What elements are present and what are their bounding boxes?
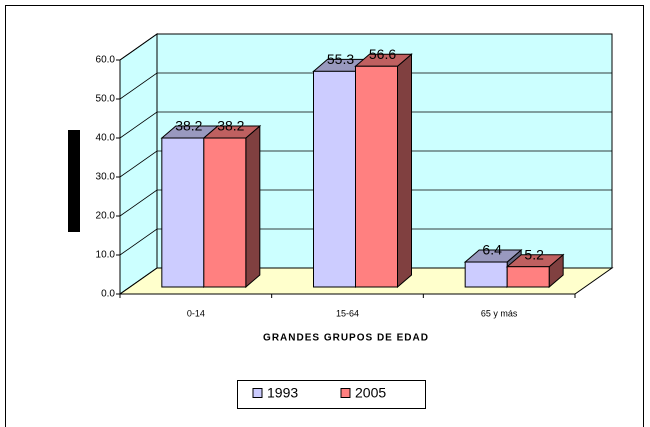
- legend-entries: 1993 2005: [252, 385, 386, 401]
- value-label: 6.4: [482, 242, 502, 258]
- grid-line: [119, 72, 612, 100]
- y-tick-label: 60.0: [96, 55, 116, 66]
- value-label: 5.2: [524, 246, 544, 262]
- x-tick-label: 0-14: [187, 308, 205, 318]
- value-label: 55.3: [327, 51, 354, 67]
- legend: [237, 380, 426, 409]
- redacted-label: [68, 130, 80, 232]
- bar: [161, 137, 205, 288]
- y-tick-label: 10.0: [96, 250, 116, 261]
- grid-line: [119, 189, 612, 217]
- bar: [313, 70, 356, 288]
- legend-label: 2005: [355, 385, 386, 401]
- y-tick-label: 40.0: [96, 133, 116, 144]
- y-tick-label: 20.0: [96, 211, 116, 222]
- grid-line: [119, 33, 612, 61]
- bar: [355, 65, 398, 288]
- grid-line: [119, 228, 612, 256]
- grid-line: [119, 267, 612, 295]
- bar: [506, 266, 550, 288]
- legend-swatch: [252, 388, 263, 398]
- legend-label: 1993: [267, 385, 298, 401]
- x-axis-title: GRANDES GRUPOS DE EDAD: [263, 333, 429, 344]
- y-tick-label: 0.0: [101, 289, 115, 300]
- y-tick-label: 50.0: [96, 94, 116, 105]
- plot-area: 0.0 10.0 20.0 30.0 40.0 50.0 60.0 0-14 38.2 38.2 1…: [96, 33, 614, 318]
- y-tick-label: 30.0: [96, 172, 116, 183]
- bar: [203, 137, 247, 288]
- x-tick-label: 65 y más: [481, 308, 518, 318]
- bar-side: [245, 124, 261, 289]
- frame: [5, 5, 644, 427]
- x-tick-label: 15-64: [336, 308, 359, 318]
- grid-line: [119, 111, 612, 139]
- bar: [464, 261, 508, 288]
- bar-side: [397, 53, 412, 289]
- value-label: 56.6: [369, 46, 396, 62]
- grid-line: [119, 150, 612, 178]
- value-label: 38.2: [175, 118, 202, 134]
- legend-swatch: [340, 388, 351, 398]
- value-label: 38.2: [217, 118, 244, 134]
